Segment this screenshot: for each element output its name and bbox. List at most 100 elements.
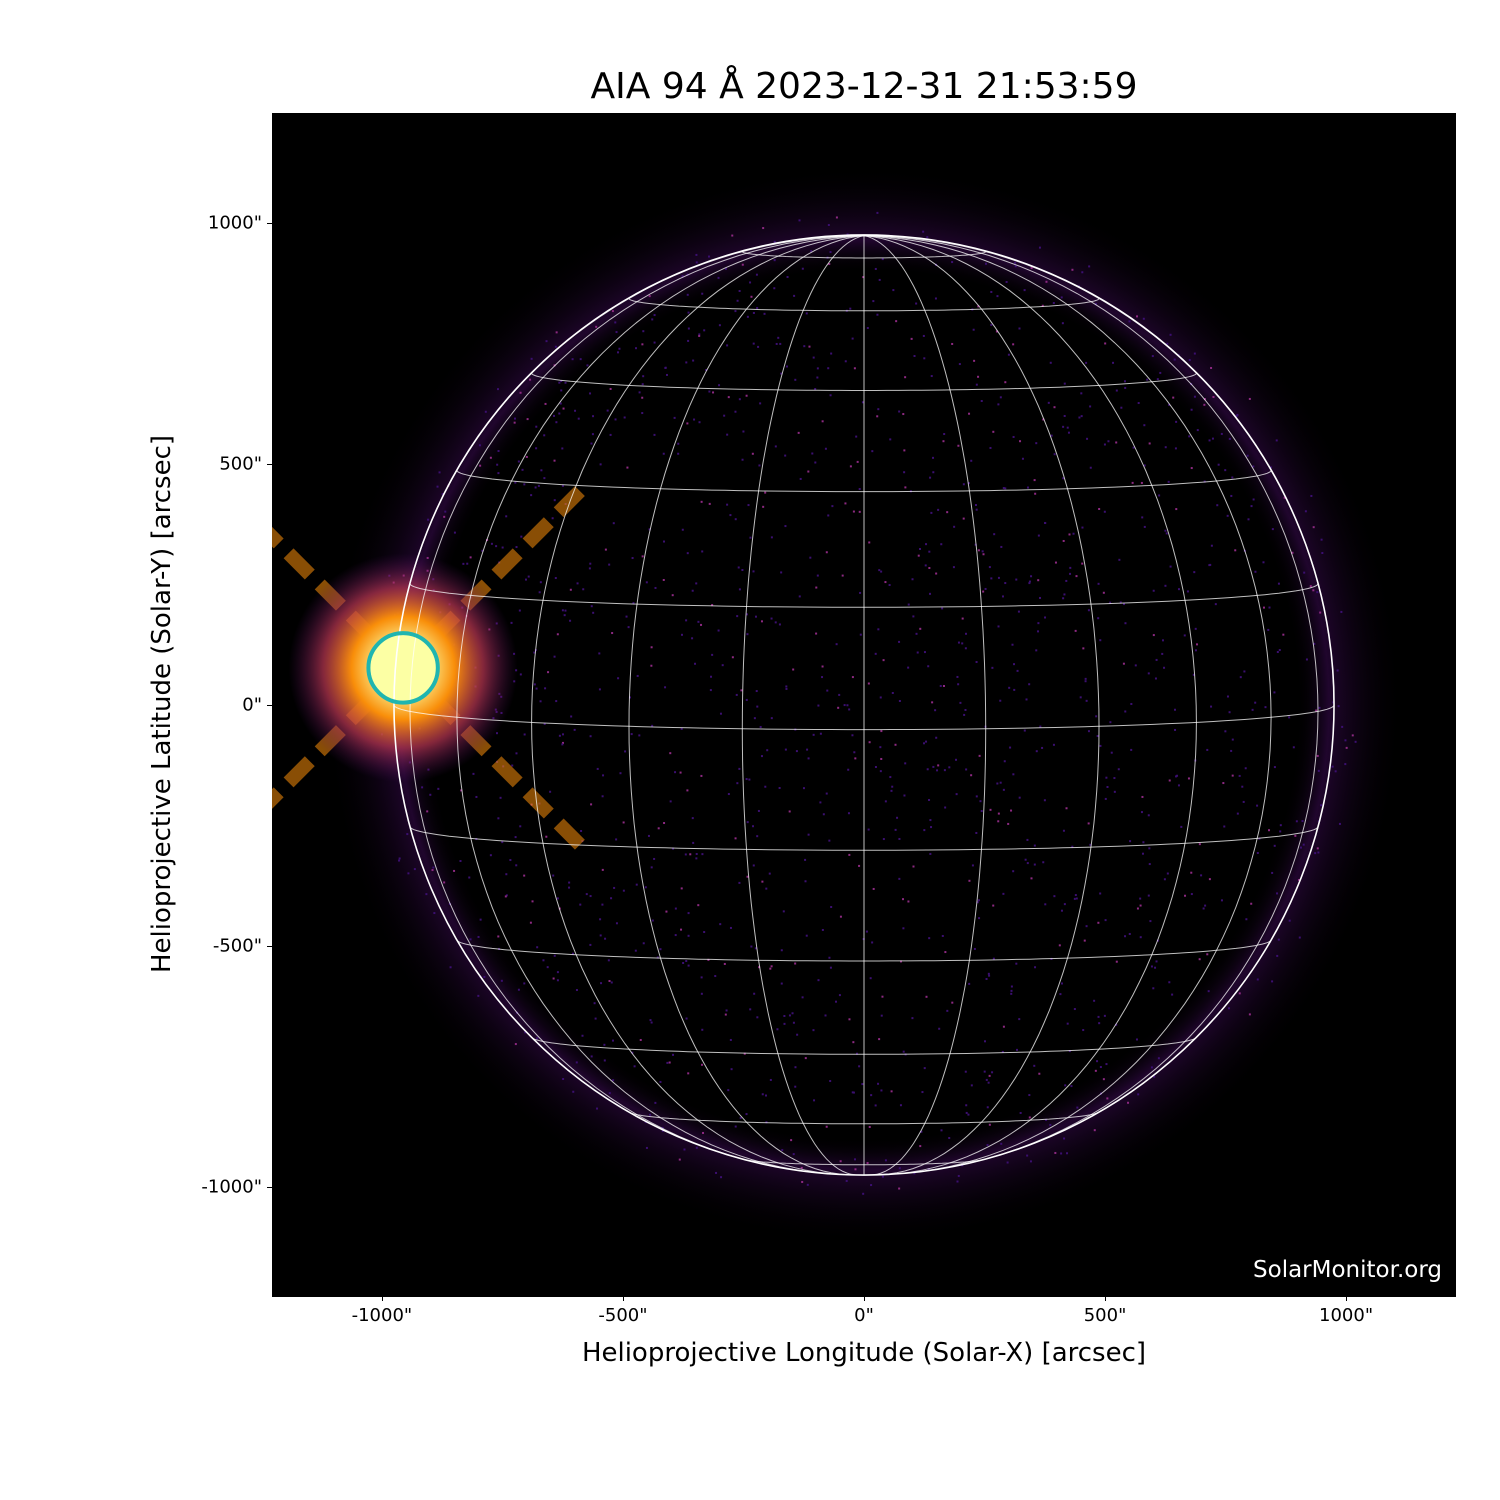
noise-speckle	[1109, 721, 1112, 724]
noise-speckle	[1139, 904, 1142, 907]
noise-speckle	[859, 633, 862, 636]
noise-speckle	[611, 1039, 614, 1042]
noise-speckle	[1231, 476, 1234, 479]
y-tick-label: 0"	[242, 694, 262, 716]
noise-speckle	[1037, 579, 1040, 582]
noise-speckle	[698, 334, 701, 337]
noise-speckle	[436, 485, 439, 488]
noise-speckle	[983, 1070, 986, 1073]
noise-speckle	[825, 792, 828, 795]
noise-speckle	[1063, 1137, 1066, 1140]
noise-speckle	[1062, 477, 1065, 480]
noise-speckle	[1102, 1078, 1105, 1081]
noise-speckle	[1099, 639, 1102, 642]
noise-speckle	[902, 413, 905, 416]
noise-speckle	[601, 903, 604, 906]
noise-speckle	[1247, 518, 1250, 521]
noise-speckle	[938, 1027, 941, 1030]
y-tick-mark	[267, 946, 272, 948]
noise-speckle	[1041, 304, 1044, 307]
noise-speckle	[701, 292, 704, 295]
noise-speckle	[1254, 701, 1257, 704]
noise-speckle	[805, 312, 808, 315]
noise-speckle	[999, 396, 1002, 399]
noise-speckle	[561, 743, 564, 746]
noise-speckle	[957, 683, 960, 686]
noise-speckle	[1194, 649, 1197, 652]
noise-speckle	[1073, 1008, 1076, 1011]
noise-speckle	[872, 300, 875, 303]
noise-speckle	[1220, 432, 1223, 435]
noise-speckle	[1200, 874, 1203, 877]
noise-speckle	[727, 1089, 730, 1092]
noise-speckle	[1106, 785, 1109, 788]
noise-speckle	[881, 995, 884, 998]
noise-speckle	[1073, 897, 1076, 900]
noise-speckle	[878, 278, 881, 281]
noise-speckle	[734, 410, 737, 413]
noise-speckle	[921, 1091, 924, 1094]
noise-speckle	[982, 553, 985, 556]
noise-speckle	[489, 456, 492, 459]
noise-speckle	[1254, 570, 1257, 573]
noise-speckle	[1271, 871, 1274, 874]
noise-speckle	[695, 852, 698, 855]
noise-speckle	[672, 847, 675, 850]
noise-speckle	[1202, 907, 1205, 910]
noise-speckle	[930, 826, 933, 829]
noise-speckle	[1143, 525, 1146, 528]
noise-speckle	[698, 421, 701, 424]
noise-speckle	[1208, 439, 1211, 442]
noise-speckle	[610, 981, 613, 984]
noise-speckle	[559, 402, 562, 405]
noise-speckle	[538, 591, 541, 594]
noise-speckle	[712, 391, 715, 394]
noise-speckle	[830, 352, 833, 355]
noise-speckle	[717, 629, 720, 632]
noise-speckle	[867, 828, 870, 831]
noise-speckle	[666, 1061, 669, 1064]
noise-speckle	[592, 415, 595, 418]
noise-speckle	[929, 476, 932, 479]
noise-speckle	[1060, 982, 1063, 985]
noise-speckle	[788, 1014, 791, 1017]
noise-speckle	[852, 510, 855, 513]
noise-speckle	[835, 1000, 838, 1003]
noise-speckle	[1028, 580, 1031, 583]
noise-speckle	[739, 1116, 742, 1119]
noise-speckle	[475, 795, 478, 798]
noise-speckle	[763, 312, 766, 315]
noise-speckle	[645, 1146, 648, 1149]
noise-speckle	[650, 646, 653, 649]
noise-speckle	[479, 464, 482, 467]
noise-speckle	[795, 750, 798, 753]
noise-speckle	[847, 768, 850, 771]
noise-speckle	[936, 769, 939, 772]
longitude-grid-line	[628, 235, 865, 1176]
noise-speckle	[484, 410, 487, 413]
noise-speckle	[705, 368, 708, 371]
noise-speckle	[853, 751, 856, 754]
noise-speckle	[513, 421, 516, 424]
noise-speckle	[1161, 652, 1164, 655]
noise-speckle	[990, 577, 993, 580]
noise-speckle	[928, 550, 931, 553]
noise-speckle	[560, 389, 563, 392]
noise-speckle	[630, 733, 633, 736]
noise-speckle	[1069, 566, 1072, 569]
noise-speckle	[1226, 514, 1229, 517]
noise-speckle	[848, 708, 851, 711]
noise-speckle	[523, 733, 526, 736]
noise-speckle	[681, 275, 684, 278]
noise-speckle	[558, 412, 561, 415]
noise-speckle	[745, 698, 748, 701]
noise-speckle	[999, 699, 1002, 702]
noise-speckle	[572, 1090, 575, 1093]
noise-speckle	[1003, 760, 1006, 763]
noise-speckle	[792, 668, 795, 671]
noise-speckle	[940, 543, 943, 546]
noise-speckle	[801, 1180, 804, 1183]
noise-speckle	[1310, 494, 1313, 497]
noise-speckle	[734, 310, 737, 313]
noise-speckle	[752, 342, 755, 345]
